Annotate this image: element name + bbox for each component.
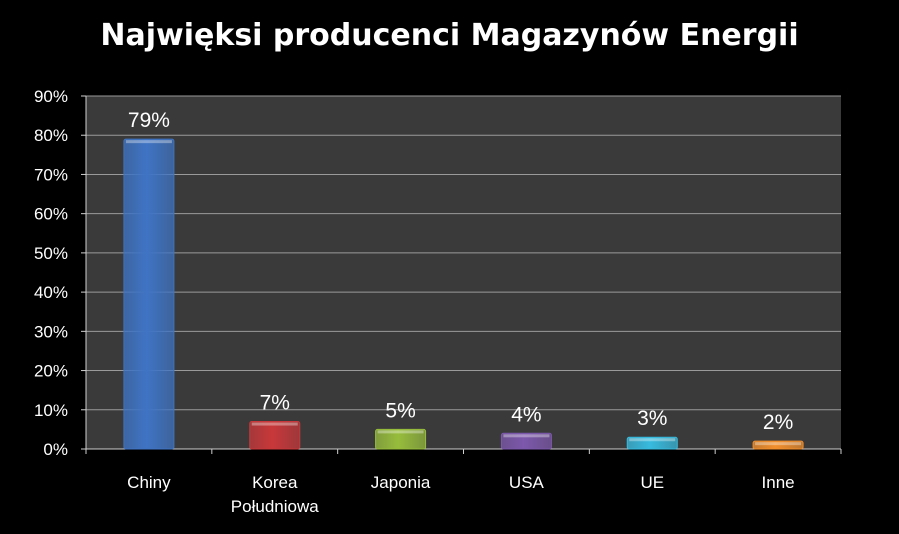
bars xyxy=(123,138,804,450)
y-tick-label: 30% xyxy=(34,322,68,341)
y-tick-label: 60% xyxy=(34,205,68,224)
y-tick-label: 50% xyxy=(34,244,68,263)
y-tick-label: 70% xyxy=(34,165,68,184)
y-tick-label: 90% xyxy=(34,87,68,106)
y-tick-label: 10% xyxy=(34,401,68,420)
data-label: 4% xyxy=(511,403,541,426)
bar-highlight xyxy=(629,438,676,442)
bar-highlight xyxy=(755,442,802,446)
category-label: UE xyxy=(640,473,664,492)
category-label: Inne xyxy=(762,473,795,492)
data-label: 2% xyxy=(763,411,793,434)
bar xyxy=(249,421,301,450)
bar xyxy=(752,440,804,450)
axes xyxy=(85,96,842,454)
y-tick-label: 80% xyxy=(34,126,68,145)
x-axis-categories: Chiny Korea Południowa Japonia USA UE Inne xyxy=(127,473,794,516)
bar xyxy=(626,436,678,450)
data-labels: 79% 7% 5% 4% 3% 2% xyxy=(128,109,793,434)
category-label: Chiny xyxy=(127,473,171,492)
bar xyxy=(123,138,175,450)
y-tick-label: 0% xyxy=(43,440,68,459)
data-label: 7% xyxy=(260,392,290,415)
gridlines xyxy=(86,95,841,411)
category-label: Japonia xyxy=(371,473,431,492)
bar-highlight xyxy=(377,430,424,434)
data-label: 3% xyxy=(637,407,667,430)
y-tick-label: 20% xyxy=(34,362,68,381)
y-axis-ticks: 0% 10% 20% 30% 40% 50% 60% 70% 80% 90% xyxy=(34,87,86,459)
bar-highlight xyxy=(503,434,550,438)
data-label: 5% xyxy=(385,399,415,422)
bar-highlight xyxy=(251,422,298,426)
data-label: 79% xyxy=(128,109,170,132)
bar-highlight xyxy=(125,140,172,144)
y-tick-label: 40% xyxy=(34,283,68,302)
category-label: USA xyxy=(509,473,545,492)
plot-area xyxy=(86,96,841,449)
chart-title: Najwięksi producenci Magazynów Energii xyxy=(100,18,799,53)
category-label: Korea xyxy=(252,473,298,492)
bar xyxy=(500,432,552,450)
category-label: Południowa xyxy=(231,497,319,516)
bar xyxy=(375,428,427,450)
